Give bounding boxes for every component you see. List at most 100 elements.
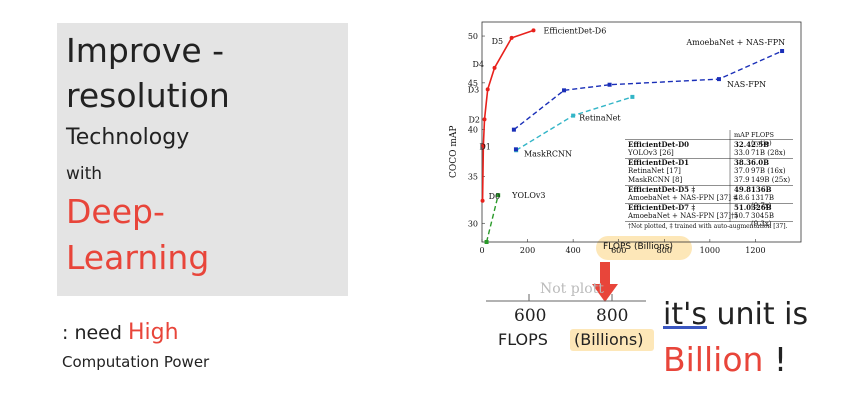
data-point: [496, 193, 501, 198]
axis-label-highlight: [596, 236, 692, 260]
table-cell-flops: 6.0B: [751, 158, 770, 167]
title-panel: [57, 23, 348, 296]
efficientdet-chart: 0 200 400 600 800 1000 1200 30 35 40 45 50 D0 D1 D2 D3…: [449, 21, 802, 255]
data-point: [511, 127, 516, 132]
x-tick-label: 200: [520, 246, 535, 255]
x-tick-label: 1200: [745, 246, 765, 255]
callout-its: it's: [663, 297, 707, 332]
data-point: [531, 28, 536, 33]
point-label: D1: [479, 143, 491, 152]
point-label: D3: [468, 85, 480, 94]
table-cell-model: EfficientDet-D0: [628, 140, 690, 149]
callout-bang: !: [763, 340, 788, 379]
callout-line1: it's unit is: [663, 297, 808, 332]
data-point: [485, 87, 490, 92]
table-cell-flops: 71B (28x): [751, 149, 786, 157]
table-footnote: †Not plotted, ‡ trained with auto-augmen…: [628, 223, 788, 230]
table-cell-model: MaskRCNN [8]: [628, 176, 683, 184]
table-row: AmoebaNet + NAS-FPN [37]†‡ 50.7 3045B (9.3…: [625, 212, 795, 228]
table-rules: [625, 130, 793, 222]
table-cell-map: 32.4: [734, 140, 752, 149]
zoom-axis-line: [486, 294, 646, 302]
callout-billion: Billion: [663, 340, 764, 379]
table-cell-model: EfficientDet-D7 ‡: [628, 203, 696, 212]
y-tick-label: 50: [468, 32, 478, 41]
table-header: mAP FLOPS (ratio): [625, 131, 795, 147]
zoomed-axis-crop: Not plott 600 800 FLOPS (Billions): [486, 281, 658, 365]
x-tick-label: 0: [479, 246, 484, 255]
table-cell-map: 49.8: [734, 185, 752, 194]
title-line-deep: Deep-: [66, 192, 165, 231]
data-point: [571, 113, 576, 118]
series-label-efficientdet: EfficientDet-D6: [543, 26, 606, 35]
table-cell-flops: 149B (25x): [751, 176, 791, 184]
series-label-nasfpn: NAS-FPN: [727, 80, 766, 89]
title-line-resolution: resolution: [66, 76, 230, 115]
y-tick-label: 35: [468, 172, 478, 181]
zoom-ghost-text: Not plott: [540, 281, 604, 297]
down-arrow-icon: [592, 262, 618, 302]
series-line: [485, 195, 499, 243]
table-cell-flops: 136B: [751, 185, 772, 194]
point-label: D2: [469, 115, 481, 124]
table-cell-model: AmoebaNet + NAS-FPN [37] ‡: [628, 194, 737, 202]
table-cell-flops: 3045B (9.3x): [751, 212, 774, 228]
point-label: D4: [473, 60, 485, 69]
data-point: [484, 240, 489, 244]
table-row: YOLOv3 [26] 33.0 71B (28x): [625, 149, 795, 158]
table-cell-flops: 97B (16x): [751, 167, 786, 175]
table-col-map: mAP: [734, 131, 750, 139]
table-row: EfficientDet-D5 ‡ 49.8 136B: [625, 185, 795, 194]
data-point: [630, 94, 635, 99]
table-cell-map: 48.6: [734, 194, 750, 202]
title-line-technology: Technology: [66, 125, 190, 150]
table-cell-model: AmoebaNet + NAS-FPN [37]†‡: [628, 212, 738, 220]
x-tick-label: 400: [566, 246, 581, 255]
x-tick-label: 1000: [700, 246, 720, 255]
data-point: [513, 147, 518, 152]
table-row: EfficientDet-D0 32.4 2.5B: [625, 140, 795, 149]
table-cell-model: EfficientDet-D1: [628, 158, 690, 167]
y-axis-label: COCO mAP: [449, 126, 459, 178]
y-tick-label: 40: [468, 126, 478, 135]
note-high: High: [127, 320, 179, 345]
plot-frame: [481, 21, 802, 243]
point-label: D5: [492, 37, 504, 46]
callout-unit-is: unit is: [706, 297, 809, 332]
x-axis-label: FLOPS (Billions): [603, 242, 674, 252]
series-label-maskrcnn: MaskRCNN: [524, 149, 572, 158]
series-label-retinanet: RetinaNet: [579, 114, 621, 123]
series-label-yolov3: YOLOv3: [511, 191, 545, 200]
zoom-tick-600: 600: [514, 306, 547, 326]
zoom-unit-highlight: [570, 329, 654, 351]
data-point: [492, 65, 497, 70]
callout-line2: Billion !: [663, 340, 787, 379]
data-point: [482, 117, 487, 122]
table-cell-model: RetinaNet [17]: [628, 167, 681, 175]
note-line2: Computation Power: [62, 353, 210, 371]
table-cell-flops: 326B: [751, 203, 772, 212]
series-label-amoebanet: AmoebaNet + NAS-FPN: [685, 38, 785, 47]
table-cell-model: EfficientDet-D5 ‡: [628, 185, 696, 194]
table-row: MaskRCNN [8] 37.9 149B (25x): [625, 176, 795, 185]
x-tick-label: 800: [657, 246, 672, 255]
title-line-with: with: [66, 164, 103, 184]
table-row: RetinaNet [17] 37.0 97B (16x): [625, 167, 795, 176]
y-tick-label: 45: [468, 79, 478, 88]
table-cell-model: YOLOv3 [26]: [628, 149, 674, 157]
table-cell-map: 37.9: [734, 176, 750, 184]
zoom-unit-label: (Billions): [574, 330, 644, 349]
data-point: [480, 198, 485, 203]
comparison-table: mAP FLOPS (ratio) EfficientDet-D0 32.4 2.5…: [625, 130, 795, 232]
table-cell-map: 33.0: [734, 149, 750, 157]
data-point: [780, 49, 785, 54]
table-cell-flops: 1317B (9.7x): [751, 194, 774, 210]
data-point: [562, 88, 567, 93]
data-point: [481, 143, 486, 148]
table-row: EfficientDet-D1 38.3 6.0B: [625, 158, 795, 167]
data-point: [607, 82, 612, 87]
zoom-tick-800: 800: [596, 306, 629, 326]
y-tick-label: 30: [468, 219, 478, 228]
note-prefix: : need: [62, 322, 128, 344]
series-line: [513, 50, 783, 131]
